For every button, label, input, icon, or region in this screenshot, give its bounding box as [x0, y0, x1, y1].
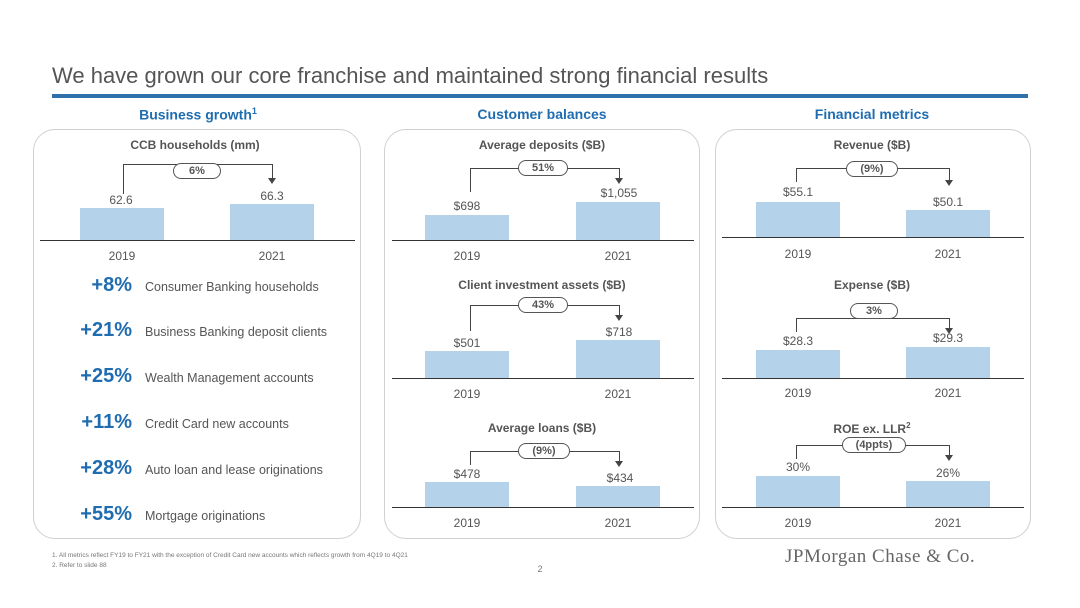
- chart-title-text: ROE ex. LLR: [833, 422, 907, 436]
- bar-value-2021: $718: [605, 325, 633, 339]
- footnote-marker: 2: [906, 421, 911, 430]
- bar-2019: [756, 476, 840, 507]
- change-badge: 51%: [518, 160, 568, 176]
- bar-value-2021: $50.1: [932, 195, 964, 209]
- bar-2019: [425, 351, 509, 378]
- year-label-2021: 2021: [934, 516, 962, 530]
- metric-percent: +21%: [80, 319, 132, 341]
- chart-title: Average deposits ($B): [478, 138, 606, 152]
- bar-value-2021: 26%: [935, 466, 961, 480]
- chart-title: CCB households (mm): [130, 138, 260, 152]
- footnotes: 1. All metrics reflect FY19 to FY21 with…: [52, 551, 408, 571]
- bar-2021: [906, 210, 990, 237]
- x-axis: [40, 240, 355, 241]
- list-item: +21% Business Banking deposit clients: [60, 319, 360, 349]
- customer-balances-panel: [384, 129, 700, 539]
- x-axis: [392, 507, 694, 508]
- chart-title: Revenue ($B): [833, 138, 911, 152]
- x-axis: [722, 237, 1024, 238]
- bar-value-2019: $698: [453, 199, 481, 213]
- bar-2019: [425, 482, 509, 507]
- business-growth-panel: [33, 129, 361, 539]
- chart-title: ROE ex. LLR2: [722, 421, 1022, 436]
- change-badge: 43%: [518, 297, 568, 313]
- list-item: +28% Auto loan and lease originations: [60, 457, 360, 487]
- list-item: +8% Consumer Banking households: [60, 274, 360, 304]
- slide-title: We have grown our core franchise and mai…: [52, 63, 769, 88]
- metric-label: Business Banking deposit clients: [145, 325, 328, 339]
- bar-2021: [230, 204, 314, 240]
- bar-2021: [906, 347, 990, 378]
- metric-percent: +25%: [80, 365, 132, 387]
- year-label-2019: 2019: [784, 247, 812, 261]
- bar-2021: [576, 486, 660, 507]
- bar-2021: [576, 340, 660, 378]
- column-heading-business-growth: Business growth1: [48, 106, 348, 123]
- bar-value-2019: 62.6: [109, 193, 133, 207]
- bar-2019: [80, 208, 164, 240]
- column-heading-customer-balances: Customer balances: [477, 106, 607, 122]
- year-label-2021: 2021: [934, 386, 962, 400]
- bar-value-2021: $1,055: [600, 186, 638, 200]
- bar-value-2021: $29.3: [932, 331, 964, 345]
- bar-2019: [425, 215, 509, 240]
- bar-value-2021: 66.3: [260, 189, 284, 203]
- metric-percent: +8%: [91, 274, 132, 296]
- bar-2021: [906, 481, 990, 507]
- year-label-2019: 2019: [453, 516, 481, 530]
- bar-value-2019: $55.1: [782, 185, 814, 199]
- bar-value-2019: $501: [453, 336, 481, 350]
- year-label-2021: 2021: [604, 387, 632, 401]
- company-logo: JPMorgan Chase & Co.: [785, 546, 976, 567]
- year-label-2021: 2021: [258, 249, 286, 263]
- metric-label: Consumer Banking households: [145, 280, 319, 294]
- bar-value-2019: $28.3: [782, 334, 814, 348]
- chart-title: Average loans ($B): [487, 421, 597, 435]
- title-divider: [52, 94, 1028, 98]
- year-label-2019: 2019: [453, 249, 481, 263]
- column-heading-financial-metrics: Financial metrics: [814, 106, 930, 122]
- metric-label: Wealth Management accounts: [145, 371, 314, 385]
- change-badge: (4ppts): [842, 437, 906, 453]
- page-number: 2: [537, 564, 543, 574]
- x-axis: [722, 507, 1024, 508]
- metric-percent: +55%: [80, 503, 132, 525]
- metric-percent: +11%: [81, 411, 132, 433]
- list-item: +11% Credit Card new accounts: [60, 411, 360, 441]
- footnote-marker: 1: [251, 106, 257, 116]
- year-label-2019: 2019: [784, 386, 812, 400]
- change-badge: (9%): [846, 161, 898, 177]
- metric-label: Mortgage originations: [145, 509, 266, 523]
- list-item: +55% Mortgage originations: [60, 503, 360, 533]
- x-axis: [722, 378, 1024, 379]
- chart-title: Client investment assets ($B): [458, 278, 626, 292]
- x-axis: [392, 240, 694, 241]
- footnote-1: 1. All metrics reflect FY19 to FY21 with…: [52, 552, 408, 559]
- column-heading-text: Business growth: [139, 106, 252, 123]
- year-label-2019: 2019: [784, 516, 812, 530]
- bar-value-2021: $434: [606, 471, 634, 485]
- change-badge: 3%: [850, 303, 898, 319]
- year-label-2021: 2021: [604, 249, 632, 263]
- chart-title: Expense ($B): [833, 278, 911, 292]
- metric-percent: +28%: [80, 457, 132, 479]
- metric-label: Credit Card new accounts: [145, 417, 289, 431]
- financial-metrics-panel: [715, 129, 1031, 539]
- change-badge: 6%: [173, 163, 221, 179]
- change-badge: (9%): [518, 443, 570, 459]
- footnote-2: 2. Refer to slide 88: [52, 562, 107, 569]
- x-axis: [392, 378, 694, 379]
- bar-2019: [756, 202, 840, 237]
- metric-label: Auto loan and lease originations: [145, 463, 323, 477]
- bar-value-2019: 30%: [785, 460, 811, 474]
- bar-2019: [756, 350, 840, 378]
- list-item: +25% Wealth Management accounts: [60, 365, 360, 395]
- year-label-2021: 2021: [934, 247, 962, 261]
- bar-value-2019: $478: [453, 467, 481, 481]
- year-label-2019: 2019: [453, 387, 481, 401]
- year-label-2021: 2021: [604, 516, 632, 530]
- bar-2021: [576, 202, 660, 240]
- year-label-2019: 2019: [108, 249, 136, 263]
